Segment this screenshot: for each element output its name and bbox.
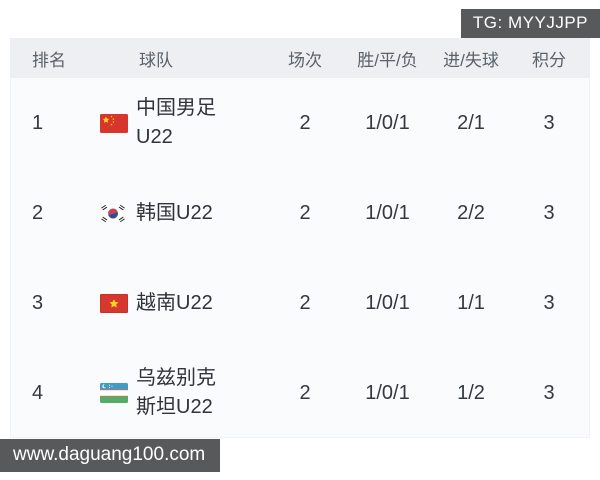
wdl-value: 1/0/1: [365, 291, 410, 314]
table-row: 4 乌兹别克斯坦U22: [10, 348, 590, 438]
rank-value: 2: [32, 201, 44, 224]
played-value: 2: [299, 111, 311, 134]
table-row: 2: [10, 168, 590, 258]
tg-badge: TG: MYYJJPP: [460, 9, 600, 38]
goals-value: 1/2: [457, 381, 485, 404]
team-cell: 中国男足U22: [95, 94, 265, 152]
points-value: 3: [543, 201, 555, 224]
team-name: 韩国U22: [136, 201, 213, 224]
wdl-value: 1/0/1: [365, 111, 410, 134]
header-rank: 排名: [32, 50, 66, 70]
team-cell: 乌兹别克斯坦U22: [95, 364, 265, 422]
table-body: 1 中国男足U22 2: [10, 78, 590, 438]
china-flag-icon: [100, 113, 128, 133]
wdl-value: 1/0/1: [365, 201, 410, 224]
played-value: 2: [299, 201, 311, 224]
header-wdl: 胜/平/负: [357, 50, 418, 70]
table-row: 3 越南U22 2 1/0/1 1/1 3: [10, 258, 590, 348]
standings-table: 排名 球队 场次 胜/平/负 进/失球 积分 1: [10, 38, 590, 438]
header-goals: 进/失球: [443, 50, 499, 70]
rank-value: 4: [32, 381, 44, 404]
south-korea-flag-icon: [100, 203, 128, 223]
header-team: 球队: [139, 50, 173, 70]
points-value: 3: [543, 291, 555, 314]
wdl-value: 1/0/1: [365, 381, 410, 404]
played-value: 2: [299, 381, 311, 404]
table-row: 1 中国男足U22 2: [10, 78, 590, 168]
points-value: 3: [543, 111, 555, 134]
team-name: 中国男足U22: [136, 97, 216, 148]
header-played: 场次: [288, 50, 322, 70]
points-value: 3: [543, 381, 555, 404]
team-cell: 韩国U22: [95, 199, 265, 228]
rank-value: 3: [32, 291, 44, 314]
header-points: 积分: [532, 50, 566, 70]
goals-value: 1/1: [457, 291, 485, 314]
team-name: 越南U22: [136, 291, 213, 314]
watermark: www.daguang100.com: [0, 439, 221, 472]
team-cell: 越南U22: [95, 289, 265, 318]
table-header-row: 排名 球队 场次 胜/平/负 进/失球 积分: [10, 38, 590, 78]
uzbekistan-flag-icon: [100, 383, 128, 403]
rank-value: 1: [32, 111, 44, 134]
vietnam-flag-icon: [100, 293, 128, 313]
goals-value: 2/1: [457, 111, 485, 134]
team-name: 乌兹别克斯坦U22: [136, 367, 216, 418]
played-value: 2: [299, 291, 311, 314]
goals-value: 2/2: [457, 201, 485, 224]
